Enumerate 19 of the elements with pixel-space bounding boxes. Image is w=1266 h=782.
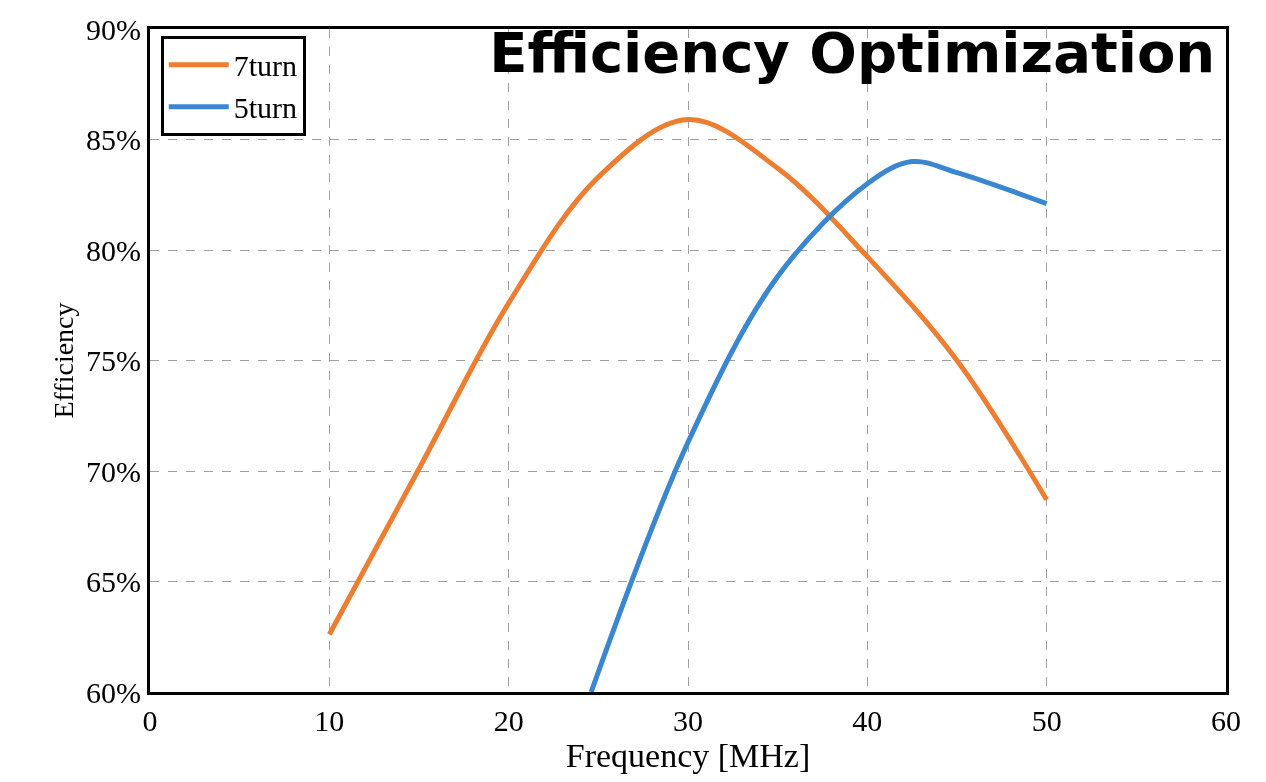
x-tick-label: 10 (314, 704, 345, 737)
y-tick-label: 60% (86, 675, 141, 709)
x-tick-label: 20 (493, 704, 524, 737)
chart-title: Efficiency Optimization (489, 19, 1216, 85)
x-tick-label: 0 (142, 704, 158, 737)
y-axis-title: Efficiency (47, 302, 79, 419)
x-axis-title: Frequency [MHz] (565, 737, 811, 774)
y-tick-label: 90% (86, 12, 141, 46)
legend-label: 7turn (233, 49, 298, 83)
y-tick-label: 75% (86, 344, 141, 377)
x-tick-label: 40 (852, 704, 883, 737)
legend-label: 5turn (233, 91, 298, 125)
x-tick-label: 60 (1211, 704, 1241, 737)
x-tick-label: 30 (673, 704, 703, 737)
y-tick-label: 85% (86, 123, 141, 156)
y-tick-label: 65% (86, 565, 141, 598)
x-tick-label: 50 (1031, 704, 1062, 737)
y-tick-label: 80% (86, 233, 141, 267)
y-tick-label: 70% (86, 454, 141, 488)
